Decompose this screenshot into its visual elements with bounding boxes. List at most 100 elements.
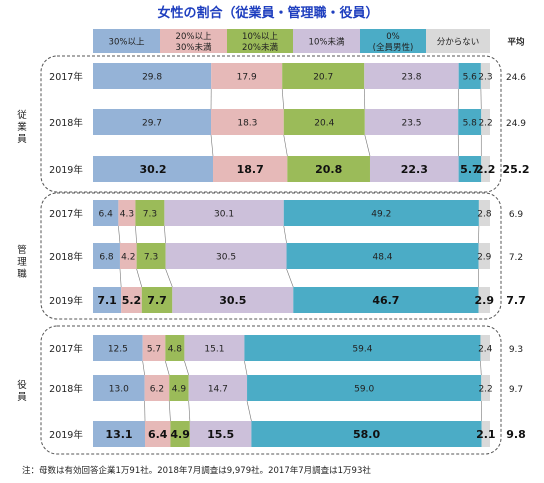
group-name-char: 理 [17,257,27,268]
legend-swatch [93,29,160,53]
bar-segment [283,200,479,226]
data-label: 5.7 [460,163,480,176]
bar-segment [480,335,490,361]
data-label: 2.8 [477,210,492,220]
data-label: 2.4 [478,345,493,355]
data-label: 12.5 [108,345,128,355]
connector-line [168,400,171,422]
legend: 30%以上20%以上30%未満10%以上20%未満10%未満0%(全員男性)分か… [93,29,490,53]
bar-segment [188,375,248,401]
bar-segment [169,375,189,401]
data-label: 15.5 [207,428,234,441]
bar-segment [93,109,212,135]
data-label: 6.4 [148,428,168,441]
legend-swatch [227,29,293,53]
group-frame [40,325,502,455]
legend-swatch [160,29,227,53]
bar-segment [287,156,370,182]
year-label: 2017年 [49,71,83,83]
connector-line [188,400,191,422]
bar-segment [364,63,459,89]
data-label: 4.2 [121,253,135,263]
average-value: 7.2 [509,253,523,263]
bar-segment [144,375,170,401]
connector-line [283,225,287,244]
connector-line [246,400,252,422]
bar-segment [458,156,482,182]
data-label: 20.8 [315,163,342,176]
legend-swatch [360,29,426,53]
legend-item-1: 30%以上 [93,29,160,53]
average-value: 25.2 [502,163,529,176]
bar-segment [93,421,146,447]
average-value: 9.8 [506,428,526,441]
data-label: 2.1 [476,428,496,441]
bar-row: 2018年 13.0 6.2 4.9 14.7 59.0 2.2 9.7 [49,375,523,401]
bar-segment [282,63,365,89]
bar-segment [211,63,283,89]
legend-label: 30%未満 [176,42,212,53]
data-label: 2.9 [475,294,495,307]
legend-item-4: 10%未満 [293,29,360,53]
data-label: 7.3 [143,210,157,220]
data-label: 48.4 [372,253,392,263]
bar-segment [244,335,481,361]
bar-segment [478,287,490,313]
average-value: 7.7 [506,294,526,307]
legend-label: 30%以上 [109,38,145,48]
group-frame [40,192,502,320]
bar-segment [93,335,143,361]
bar-segment [93,287,122,313]
connector-line [363,88,366,110]
data-label: 13.0 [109,385,129,395]
data-label: 49.2 [371,210,391,220]
data-label: 2.3 [478,73,492,83]
bar-segment [165,335,185,361]
legend-label: 分からない [437,38,480,48]
bar-row: 2017年 12.5 5.7 4.8 15.1 59.4 2.4 9.3 [49,335,523,361]
data-label: 7.3 [144,253,158,263]
average-value: 9.7 [509,385,523,395]
bar-segment [458,63,481,89]
bar-row: 2017年 6.4 4.3 7.3 30.1 49.2 2.8 6.9 [49,200,523,226]
bar-segment [480,63,490,89]
average-value: 24.9 [506,119,526,129]
bar-segment [142,335,166,361]
legend-label: 0% [386,32,400,42]
data-label: 59.4 [352,345,372,355]
bar-segment [189,421,252,447]
data-label: 23.8 [401,73,421,83]
average-value: 6.9 [509,210,524,220]
bar-segment [135,200,165,226]
data-label: 46.7 [372,294,399,307]
connector-line [142,360,145,376]
legend-item-6: 分からない [426,29,490,53]
bar-segment [172,287,294,313]
bar-segment [93,63,212,89]
connector-line [286,268,294,288]
bar-segment [481,109,490,135]
data-label: 30.2 [139,163,166,176]
data-label: 30.5 [219,294,246,307]
connector-line [165,360,170,376]
bar-row: 2018年 29.7 18.3 20.4 23.5 5.8 2.2 24.9 [49,109,526,135]
legend-label: 10%以上 [242,32,278,42]
data-label: 29.8 [142,73,162,83]
bar-segment [119,243,137,269]
bar-segment [184,335,245,361]
data-label: 4.9 [172,385,187,395]
connector-line [164,225,166,244]
bar-segment [93,200,119,226]
data-label: 7.7 [147,294,167,307]
bar-segment [93,243,120,269]
average-header-label: 平均 [507,37,525,48]
group-frame [40,55,502,193]
bar-segment [121,287,142,313]
data-label: 30.1 [214,210,234,220]
connector-line [244,360,248,376]
data-label: 5.8 [463,119,478,129]
